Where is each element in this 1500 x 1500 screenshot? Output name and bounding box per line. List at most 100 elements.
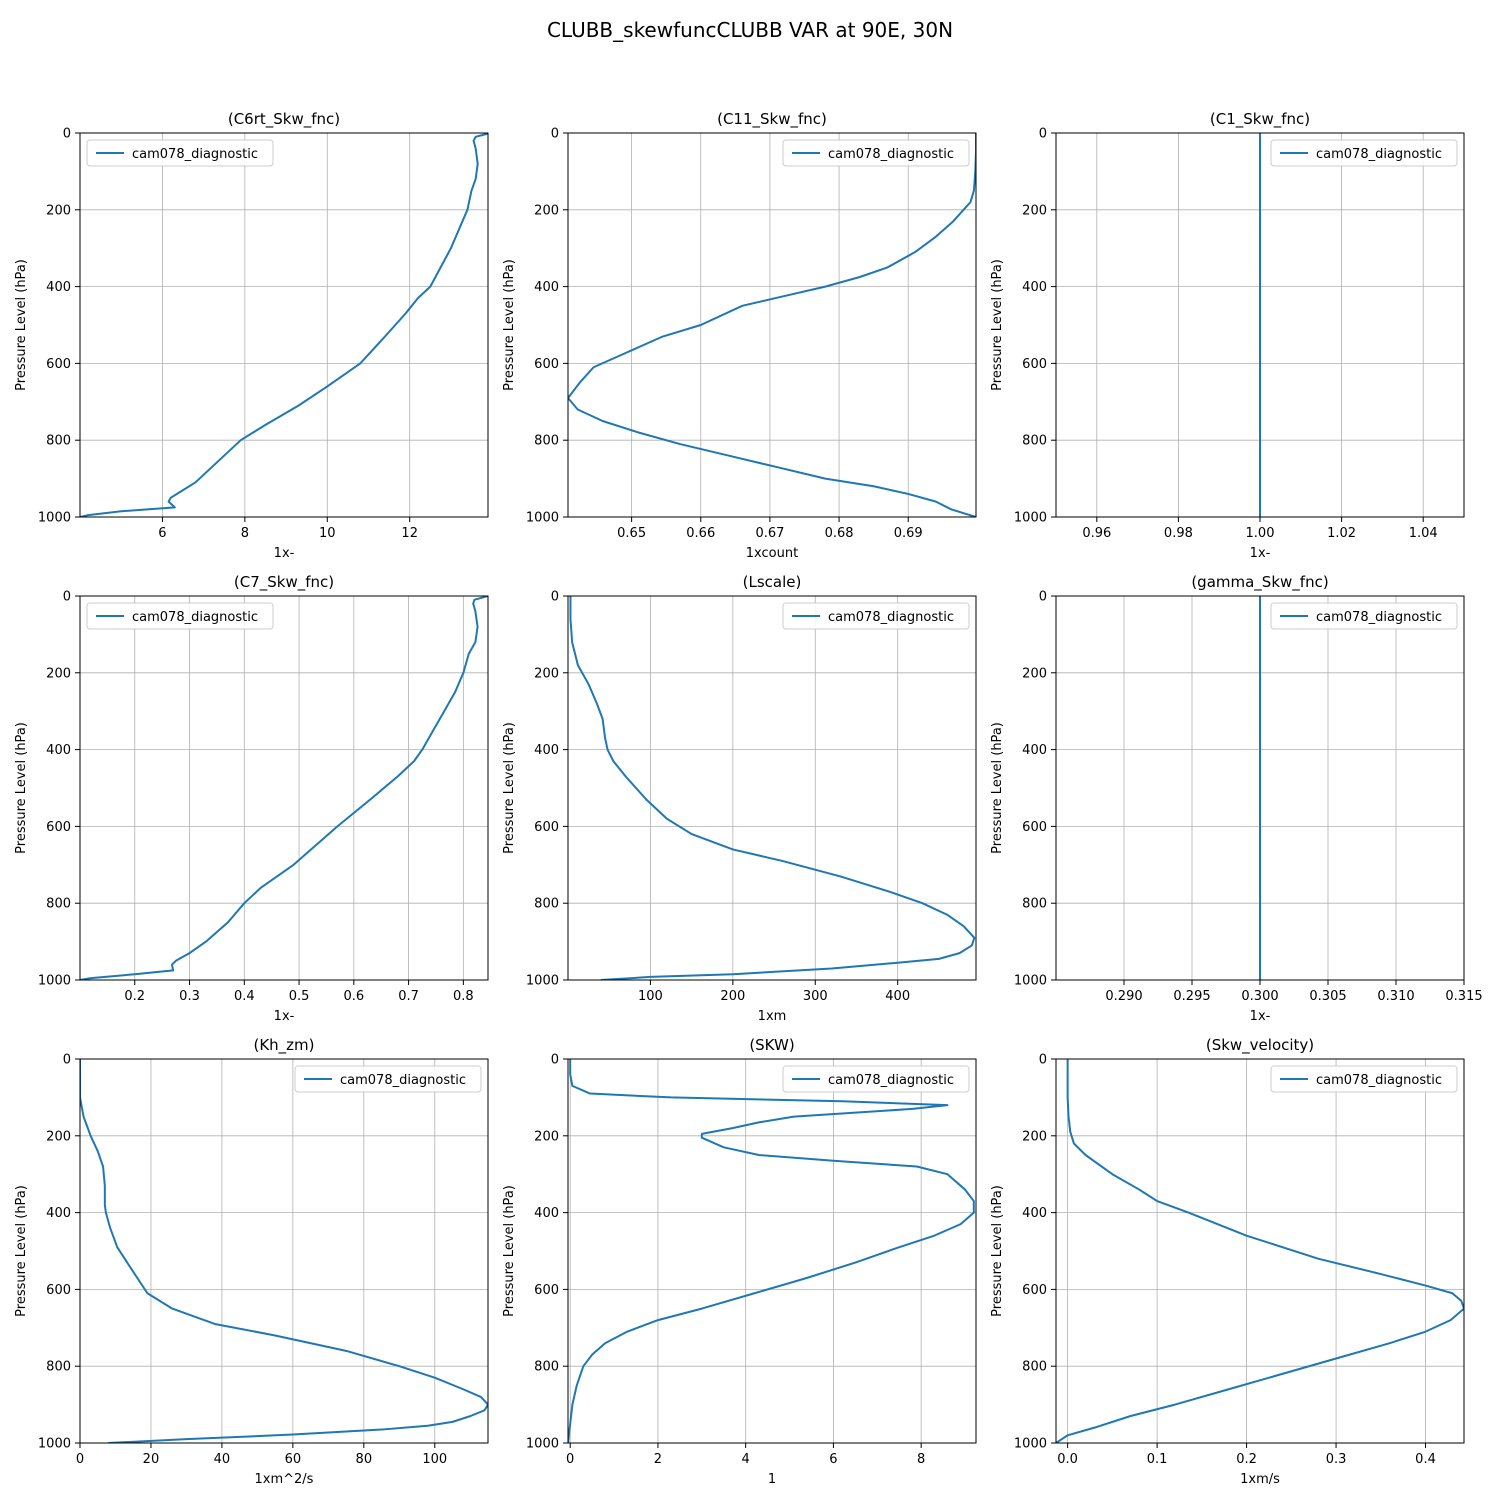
subplot-title: (C6rt_Skw_fnc): [228, 110, 340, 129]
x-tick-label: 200: [720, 989, 745, 1004]
legend-entry: cam078_diagnostic: [132, 610, 258, 625]
y-tick-label: 800: [46, 434, 71, 449]
y-tick-label: 1000: [1014, 511, 1047, 526]
legend-box: [86, 139, 274, 167]
y-tick-label: 400: [534, 743, 559, 758]
legend-box: [1270, 139, 1458, 167]
subplot-0: 6 8 10 12 0 200 400 600 800 1000 (C6rt_Skw_fnc) 1x-…: [14, 110, 489, 561]
x-tick-label: 0.0: [1057, 1452, 1078, 1467]
y-tick-label: 200: [46, 666, 71, 681]
y-tick-label: 200: [534, 666, 559, 681]
y-tick-label: 1000: [38, 974, 71, 989]
y-tick-label: 400: [46, 280, 71, 295]
x-tick-label: 0: [76, 1452, 84, 1467]
legend-box: [86, 602, 274, 630]
x-tick-label: 400: [885, 989, 910, 1004]
y-tick-label: 1000: [526, 511, 559, 526]
subplot-title: (Kh_zm): [253, 1036, 314, 1055]
legend-box: [782, 1065, 970, 1093]
legend: cam078_diagnostic: [1270, 602, 1458, 630]
x-tick-label: 0.5: [289, 989, 310, 1004]
x-tick-label: 0.310: [1377, 989, 1414, 1004]
y-tick-label: 200: [1022, 203, 1047, 218]
legend-entry: cam078_diagnostic: [340, 1073, 466, 1088]
x-tick-label: 8: [241, 526, 249, 541]
x-tick-label: 0.6: [343, 989, 364, 1004]
y-tick-label: 1000: [1014, 1437, 1047, 1452]
y-tick-label: 200: [1022, 1129, 1047, 1144]
y-tick-label: 1000: [1014, 974, 1047, 989]
x-tick-label: 0.65: [617, 526, 646, 541]
y-tick-label: 800: [46, 1360, 71, 1375]
y-axis-label: Pressure Level (hPa): [502, 722, 517, 854]
y-tick-label: 200: [1022, 666, 1047, 681]
x-tick-label: 0.2: [124, 989, 145, 1004]
subplot-3: 0.2 0.3 0.4 0.5 0.6 0.7 0.8 0 200 400 600 800 1000 (C…: [14, 573, 489, 1024]
y-axis-label: Pressure Level (hPa): [502, 1185, 517, 1317]
x-tick-label: 60: [285, 1452, 302, 1467]
subplot-7: 0 2 4 6 8 0 200 400 600 800 1000 (SKW) 1 Pressure Lev…: [502, 1036, 977, 1487]
y-tick-label: 400: [46, 743, 71, 758]
y-axis-label: Pressure Level (hPa): [14, 722, 29, 854]
plot-frame: [79, 595, 489, 981]
subplot-6: 0 20 40 60 80 10002004006008001000(Kh_zm)1xm^…: [14, 1036, 489, 1487]
x-tick-label: 0.3: [179, 989, 200, 1004]
y-tick-label: 0: [1039, 127, 1047, 142]
x-tick-label: 12: [401, 526, 418, 541]
legend-entry: cam078_diagnostic: [1316, 610, 1442, 625]
legend-box: [782, 139, 970, 167]
y-tick-label: 600: [534, 357, 559, 372]
y-axis-label: Pressure Level (hPa): [990, 1185, 1005, 1317]
y-tick-label: 200: [46, 203, 71, 218]
x-tick-label: 1.00: [1246, 526, 1275, 541]
subplot-title: (C1_Skw_fnc): [1210, 110, 1310, 129]
x-tick-label: 0.7: [398, 989, 419, 1004]
x-tick-label: 0.295: [1173, 989, 1210, 1004]
y-tick-label: 200: [46, 1129, 71, 1144]
x-tick-label: 40: [214, 1452, 231, 1467]
legend-box: [1270, 602, 1458, 630]
y-axis-label: Pressure Level (hPa): [14, 1185, 29, 1317]
legend-entry: cam078_diagnostic: [1316, 1073, 1442, 1088]
x-tick-label: 6: [829, 1452, 837, 1467]
plot-frame: [567, 1058, 977, 1444]
series-line-0: [80, 133, 488, 517]
x-tick-label: 1.04: [1409, 526, 1438, 541]
subplot-5: 0.290 0.295 0.300 0.305 0.310 0.315 0 200 400 600…: [990, 573, 1483, 1024]
x-tick-label: 100: [638, 989, 663, 1004]
y-tick-label: 600: [46, 1283, 71, 1298]
y-tick-label: 800: [534, 1360, 559, 1375]
legend: cam078_diagnostic: [1270, 1065, 1458, 1093]
y-tick-label: 800: [1022, 1360, 1047, 1375]
x-tick-label: 0.68: [825, 526, 854, 541]
subplot-title: (C7_Skw_fnc): [234, 573, 334, 592]
y-tick-label: 0: [63, 1053, 71, 1068]
x-tick-label: 4: [742, 1452, 750, 1467]
x-tick-label: 0.8: [453, 989, 474, 1004]
y-tick-label: 1000: [38, 511, 71, 526]
figure-suptitle: CLUBB_skewfuncCLUBB VAR at 90E, 30N: [547, 18, 953, 42]
legend-entry: cam078_diagnostic: [828, 147, 954, 162]
plot-frame: [1055, 1058, 1465, 1444]
y-axis-label: Pressure Level (hPa): [502, 259, 517, 391]
x-axis-label: 1x-: [274, 1009, 295, 1024]
y-tick-label: 600: [46, 357, 71, 372]
x-axis-label: 1x-: [1250, 546, 1271, 561]
y-tick-label: 0: [63, 127, 71, 142]
legend-entry: cam078_diagnostic: [132, 147, 258, 162]
subplot-grid: 6 8 10 1202004006008001000(C6rt_Skw_fnc)1x-…: [14, 110, 1483, 1487]
series-line-0: [1056, 1059, 1464, 1443]
y-tick-label: 600: [1022, 1283, 1047, 1298]
subplot-4: 100 200 300 400 0 200 400 600 800 1000 (Lscale) 1xm…: [502, 573, 977, 1024]
subplot-title: (gamma_Skw_fnc): [1191, 573, 1328, 592]
y-tick-label: 400: [534, 280, 559, 295]
y-tick-label: 600: [1022, 357, 1047, 372]
y-tick-label: 600: [1022, 820, 1047, 835]
subplot-title: (Skw_velocity): [1206, 1036, 1314, 1055]
x-tick-label: 0.67: [755, 526, 784, 541]
y-tick-label: 200: [534, 1129, 559, 1144]
y-tick-label: 0: [551, 590, 559, 605]
x-axis-label: 1xm: [758, 1009, 787, 1024]
x-tick-label: 6: [158, 526, 166, 541]
